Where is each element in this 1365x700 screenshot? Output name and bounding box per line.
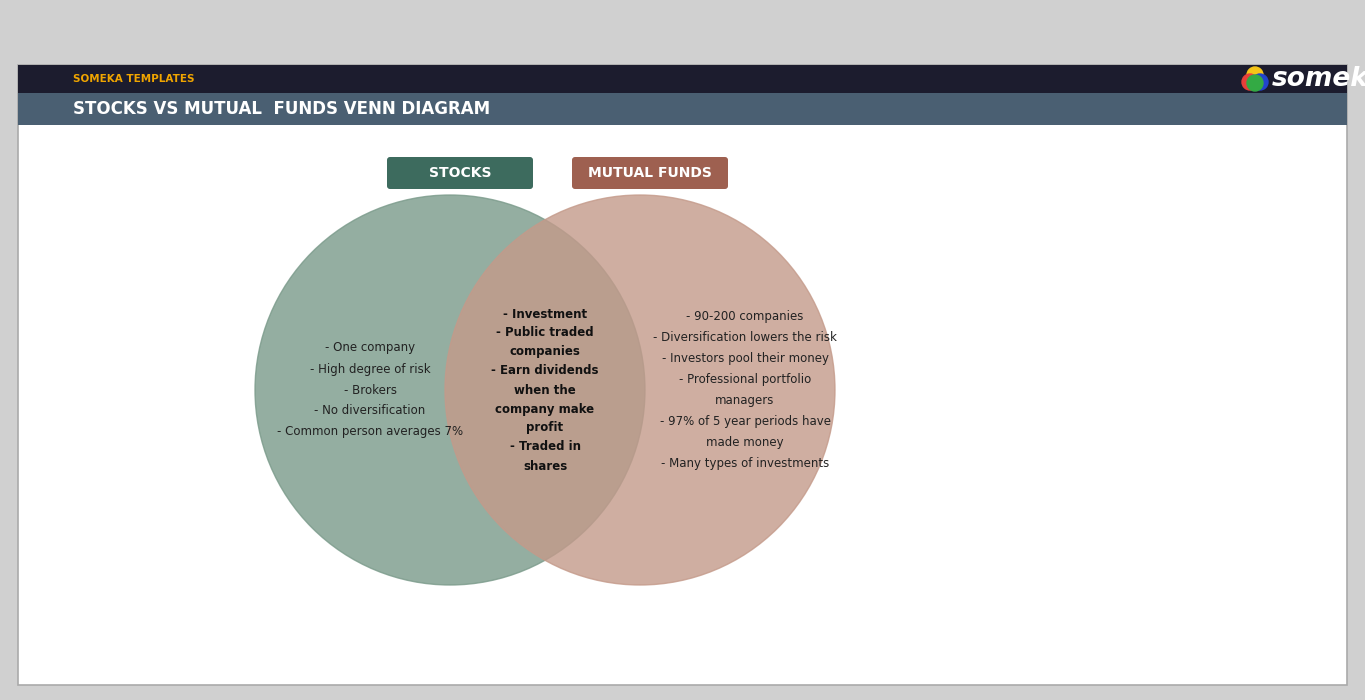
Circle shape xyxy=(1248,75,1263,91)
FancyBboxPatch shape xyxy=(18,65,1347,685)
Text: MUTUAL FUNDS: MUTUAL FUNDS xyxy=(588,166,713,180)
Text: SOMEKA TEMPLATES: SOMEKA TEMPLATES xyxy=(72,74,194,84)
FancyBboxPatch shape xyxy=(18,65,1347,93)
Text: - One company
- High degree of risk
- Brokers
- No diversification
- Common pers: - One company - High degree of risk - Br… xyxy=(277,342,463,438)
FancyBboxPatch shape xyxy=(572,157,728,189)
Circle shape xyxy=(1248,67,1263,83)
Text: - 90-200 companies
- Diversification lowers the risk
- Investors pool their mone: - 90-200 companies - Diversification low… xyxy=(652,310,837,470)
Text: STOCKS: STOCKS xyxy=(429,166,491,180)
Text: - Investment
- Public traded
companies
- Earn dividends
when the
company make
pr: - Investment - Public traded companies -… xyxy=(491,307,599,472)
FancyBboxPatch shape xyxy=(18,93,1347,125)
Text: STOCKS VS MUTUAL  FUNDS VENN DIAGRAM: STOCKS VS MUTUAL FUNDS VENN DIAGRAM xyxy=(72,100,490,118)
Text: someka: someka xyxy=(1272,66,1365,92)
Ellipse shape xyxy=(255,195,646,585)
Ellipse shape xyxy=(445,195,835,585)
Circle shape xyxy=(1242,74,1259,90)
FancyBboxPatch shape xyxy=(388,157,532,189)
Circle shape xyxy=(1252,74,1268,90)
